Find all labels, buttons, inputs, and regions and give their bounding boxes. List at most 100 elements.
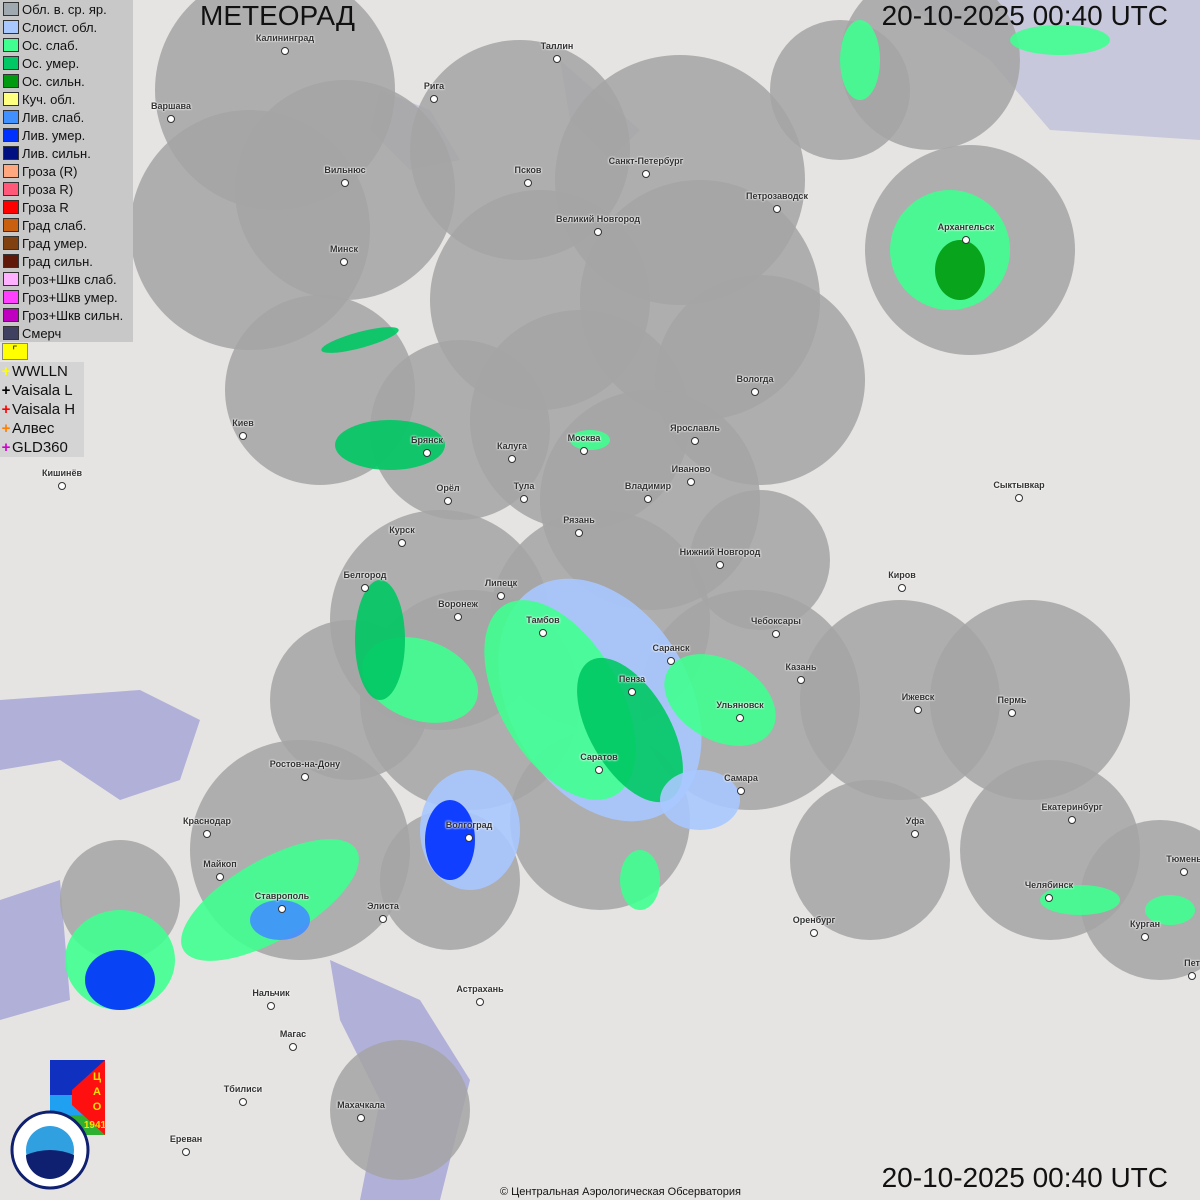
city-label: Кишинёв [41,468,83,478]
roshydromet-logo [10,1110,90,1190]
city-label: Нижний Новгород [679,547,761,557]
precip-area [935,240,985,300]
legend-item: Град умер. [0,234,133,252]
city-marker [553,55,561,63]
city-label: Чебоксары [751,616,801,626]
city-marker [289,1043,297,1051]
precip-area [335,420,445,470]
city-marker [575,529,583,537]
radar-circle [790,780,950,940]
city-marker [341,179,349,187]
city-label: Волгоград [445,820,493,830]
legend-swatch [3,92,19,106]
legend-item: Обл. в. ср. яр. [0,0,133,18]
legend-swatch [3,74,19,88]
lightning-label: Vaisala L [12,382,73,399]
legend-swatch [3,308,19,322]
radar-circle [235,80,455,300]
cross-icon: + [1,439,11,456]
city-label: Краснодар [182,816,232,826]
app-title: МЕТЕОРАД [200,0,355,31]
city-marker [628,688,636,696]
city-marker [1141,933,1149,941]
city-label: Курск [389,525,415,535]
city-label: Калининград [255,33,315,43]
city-label: Вологда [736,374,774,384]
city-label: Пет [1184,958,1200,968]
legend-swatch [3,20,19,34]
city-marker [797,676,805,684]
legend-item: Ос. слаб. [0,36,133,54]
legend-item: Гроза (R) [0,162,133,180]
svg-text:1941: 1941 [84,1120,107,1131]
legend-item: Гроза R [0,198,133,216]
city-marker [182,1148,190,1156]
legend-label: Гроз+Шкв слаб. [22,271,117,287]
legend-label: Град слаб. [22,217,87,233]
city-label: Ростов-на-Дону [269,759,341,769]
legend-item: Град слаб. [0,216,133,234]
city-label: Рязань [563,515,595,525]
city-label: Тамбов [526,615,560,625]
legend-swatch [3,236,19,250]
lightning-label: Vaisala H [12,401,76,418]
legend-label: Гроза R) [22,181,74,197]
city-label: Магас [279,1029,307,1039]
legend-item: Слоист. обл. [0,18,133,36]
city-marker [1188,972,1196,980]
legend-swatch [3,56,19,70]
city-label: Москва [567,433,601,443]
city-marker [1180,868,1188,876]
city-label: Тула [513,481,535,491]
legend-label: Куч. обл. [22,91,76,107]
cross-icon: + [1,420,11,437]
legend-swatch [3,2,19,16]
legend-swatch [3,290,19,304]
legend-swatch [3,146,19,160]
city-marker [430,95,438,103]
timestamp-bottom: 20-10-2025 00:40 UTC [881,1162,1168,1193]
copyright: © Центральная Аэрологическая Обсерватори… [500,1186,741,1198]
city-marker [1008,709,1016,717]
precip-area [664,654,776,746]
city-label: Саранск [652,643,690,653]
city-marker [444,497,452,505]
city-label: Великий Новгород [555,214,641,224]
city-marker [239,1098,247,1106]
city-label: Нальчик [252,988,290,998]
legend-swatch [3,200,19,214]
city-label: Калуга [497,441,527,451]
lightning-legend: + WWLLN + Vaisala L + Vaisala H + Алвес + GLD360 [0,362,84,457]
city-label: Санкт-Петербург [608,156,684,166]
legend-swatch [3,164,19,178]
svg-text:Ц: Ц [93,1071,101,1083]
city-label: Майкоп [203,859,237,869]
precip-area [355,580,405,700]
city-marker [278,905,286,913]
city-label: Белгород [343,570,387,580]
city-label: Рига [423,81,445,91]
city-marker [1068,816,1076,824]
city-label: Курган [1129,919,1161,929]
legend-item: Смерч [0,324,133,342]
city-marker [687,478,695,486]
city-marker [751,388,759,396]
legend-swatch [3,326,19,340]
radar-circle [1080,820,1200,980]
city-marker [642,170,650,178]
city-marker [281,47,289,55]
city-marker [737,787,745,795]
precip-area [577,657,683,803]
svg-text:А: А [93,1086,101,1098]
legend-item: Гроз+Шкв сильн. [0,306,133,324]
city-marker [772,630,780,638]
lightning-toggle-button[interactable]: ⌜ [2,343,28,360]
city-marker [379,915,387,923]
city-label: Киров [888,570,916,580]
city-marker [357,1114,365,1122]
city-label: Брянск [410,435,444,445]
city-label: Тюмень [1166,854,1200,864]
city-label: Архангельск [937,222,995,232]
legend-label: Ос. умер. [22,55,80,71]
